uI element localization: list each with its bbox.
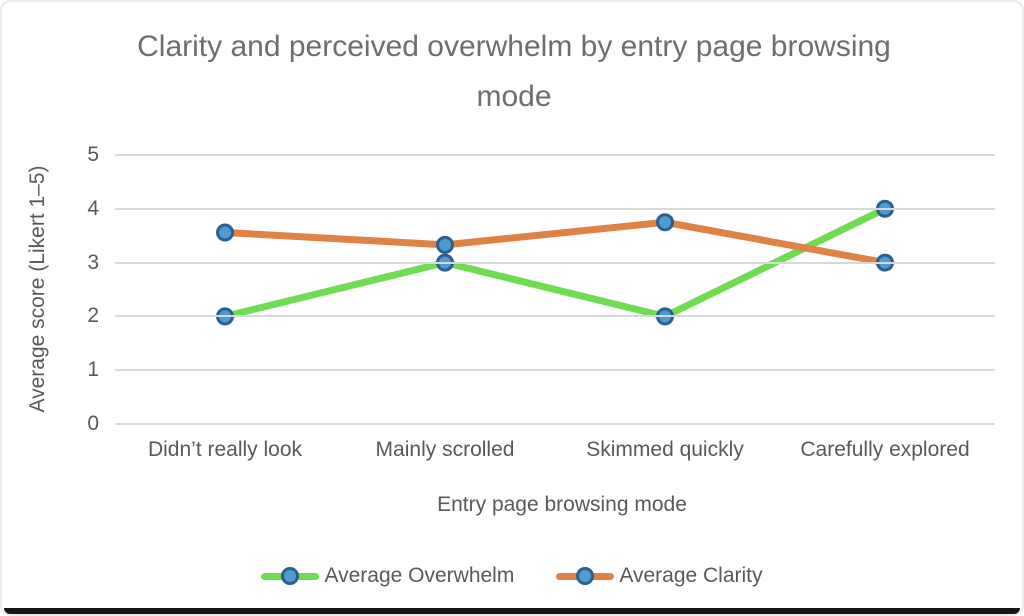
x-label-skimmed-quickly: Skimmed quickly xyxy=(586,438,744,461)
data-point-average-clarity-mainly-scrolled xyxy=(436,235,454,254)
x-label-didn-t-really-look: Didn’t really look xyxy=(147,438,303,461)
gridline-5 xyxy=(115,154,995,156)
chart-title: Clarity and perceived overwhelm by entry… xyxy=(137,30,891,113)
series-line-average-clarity xyxy=(221,218,889,267)
clarity-marker-icon xyxy=(576,567,595,585)
overwhelm-marker-icon xyxy=(281,567,300,585)
y-tick-label-4: 4 xyxy=(87,196,99,220)
x-axis-title: Entry page browsing mode xyxy=(437,493,687,516)
x-axis-labels: Didn’t really look Mainly scrolled Skimmed… xyxy=(115,438,995,468)
legend-label-clarity: Average Clarity xyxy=(619,564,763,587)
y-tick-label-0: 0 xyxy=(87,412,99,435)
x-label-carefully-explored: Carefully explored xyxy=(800,438,970,461)
gridline-1 xyxy=(115,369,995,372)
y-tick-label-5: 5 xyxy=(87,143,99,166)
y-axis-ticks: 0 1 2 3 4 5 xyxy=(2,143,99,435)
y-tick-label-3: 3 xyxy=(87,250,99,274)
y-tick-label-1: 1 xyxy=(87,358,99,382)
legend-label-overwhelm: Average Overwhelm xyxy=(324,564,515,587)
y-tick-label-2: 2 xyxy=(87,304,99,328)
data-point-average-clarity-skimmed-quickly xyxy=(656,213,674,232)
gridline-2 xyxy=(115,315,995,318)
data-point-average-clarity-didn-t-really-look xyxy=(216,223,234,242)
gridline-0 xyxy=(115,423,995,425)
overwhelm-line-sample-icon xyxy=(261,567,320,585)
gridline-4 xyxy=(115,207,995,210)
gridline-3 xyxy=(115,261,995,264)
legend: Average Overwhelm Average Clarity xyxy=(2,562,1022,590)
clarity-line-sample-icon xyxy=(556,567,615,585)
series-plot xyxy=(216,199,894,326)
legend-item-average-clarity: Average Clarity xyxy=(556,564,763,588)
plot-area xyxy=(115,154,995,425)
x-label-mainly-scrolled: Mainly scrolled xyxy=(375,438,515,461)
legend-item-average-overwhelm: Average Overwhelm xyxy=(261,564,514,588)
screenshot-bottom-edge xyxy=(4,608,1020,614)
